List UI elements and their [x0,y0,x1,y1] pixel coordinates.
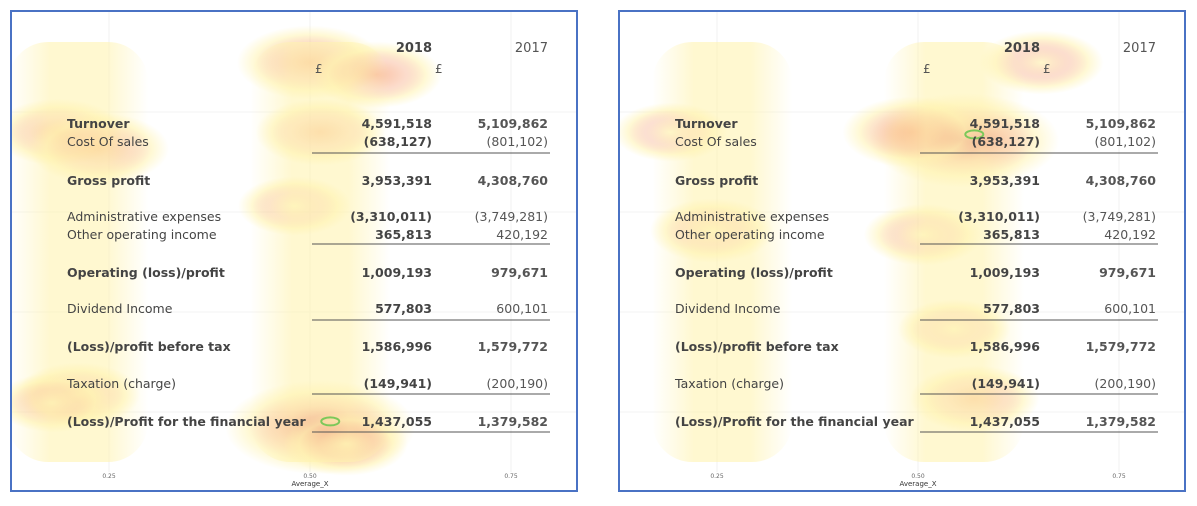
value-2017: 600,101 [1104,301,1156,316]
row-label: Operating (loss)/profit [67,265,225,280]
value-2017: 5,109,862 [1086,116,1156,131]
value-2017: 4,308,760 [478,173,549,188]
value-2018: (3,310,011) [350,209,432,224]
row-label: Taxation (charge) [66,376,176,391]
x-axis: 0.25 0.50 0.75 Average_X [710,473,1126,488]
peak-contour [320,416,341,427]
row-label: Other operating income [675,227,825,242]
heat-layer [12,25,442,476]
heatmap-panel-right: 2018 2017 £ £ Turnover 4,591,518 5,109,862 Cost… [618,10,1186,492]
value-2018: 3,953,391 [362,173,432,188]
value-2017: 420,192 [1104,227,1156,242]
x-tick-label: 0.25 [710,473,724,480]
heat-wash [250,42,391,462]
row-label: Dividend Income [675,301,781,316]
value-2018: 4,591,518 [362,116,432,131]
financial-table: 2018 2017 £ £ Turnover 4,591,518 5,109,862 Cost… [66,41,550,433]
row-label: Administrative expenses [675,209,829,224]
heat-layer [620,30,1104,462]
x-tick-label: 0.50 [911,473,925,480]
row-label: Cost Of sales [67,134,149,149]
value-2017: 1,579,772 [1086,339,1156,354]
heat-wash [12,42,149,462]
value-2018: 1,009,193 [362,265,432,280]
heatmap-chart-left: 2018 2017 £ £ Turnover 4,591,518 5,109,862 Cost… [12,12,576,488]
value-2017: 979,671 [491,265,548,280]
heatmap-panel-left: 2018 2017 £ £ Turnover 4,591,518 5,109,862 Cost… [10,10,578,492]
x-tick-label: 0.75 [504,473,518,480]
row-label: Operating (loss)/profit [675,265,833,280]
value-2018: 1,437,055 [970,414,1040,429]
value-2017: 1,379,582 [478,414,548,429]
heatmap-chart-right: 2018 2017 £ £ Turnover 4,591,518 5,109,862 Cost… [620,12,1184,488]
value-2017: (200,190) [1095,376,1156,391]
column-header-2018: 2018 [1004,41,1040,56]
x-tick-label: 0.75 [1112,473,1126,480]
value-2017: (801,102) [487,134,548,149]
value-2017: (801,102) [1095,134,1156,149]
value-2018: (3,310,011) [958,209,1040,224]
row-label: Gross profit [675,173,758,188]
row-label: (Loss)/Profit for the financial year [675,414,915,429]
value-2017: (200,190) [487,376,548,391]
row-label: Taxation (charge) [674,376,784,391]
financial-table: 2018 2017 £ £ Turnover 4,591,518 5,109,862 Cost… [674,41,1158,433]
value-2017: 979,671 [1099,265,1156,280]
value-2017: 5,109,862 [478,116,548,131]
row-label: Gross profit [67,173,150,188]
x-tick-label: 0.50 [303,473,317,480]
column-header-2018: 2018 [396,41,432,56]
value-2018: 577,803 [983,301,1040,316]
value-2017: 600,101 [496,301,548,316]
value-2018: 365,813 [983,227,1040,242]
row-label: (Loss)/profit before tax [67,339,231,354]
value-2018: 577,803 [375,301,432,316]
value-2018: (149,941) [364,376,432,391]
value-2017: 1,579,772 [478,339,548,354]
peak-contour [964,129,985,140]
value-2018: 4,591,518 [970,116,1040,131]
row-label: (Loss)/Profit for the financial year [67,414,307,429]
row-label: (Loss)/profit before tax [675,339,839,354]
row-label: Dividend Income [67,301,173,316]
x-tick-label: 0.25 [102,473,116,480]
value-2018: 3,953,391 [970,173,1040,188]
value-2017: 420,192 [496,227,548,242]
value-2017: (3,749,281) [1083,209,1156,224]
value-2017: 1,379,582 [1086,414,1156,429]
value-2018: 1,586,996 [362,339,433,354]
currency-symbol: £ [315,62,323,76]
currency-symbol: £ [923,62,931,76]
x-axis-label: Average_X [291,480,328,488]
heat-wash [884,42,1024,462]
x-axis: 0.25 0.50 0.75 Average_X [102,473,518,488]
row-label: Administrative expenses [67,209,221,224]
heat-wash [652,42,793,462]
x-axis-label: Average_X [899,480,936,488]
value-2018: (638,127) [972,134,1040,149]
value-2017: 4,308,760 [1086,173,1157,188]
row-label: Cost Of sales [675,134,757,149]
value-2017: (3,749,281) [475,209,548,224]
row-label: Turnover [67,116,130,131]
currency-symbol: £ [1043,62,1051,76]
value-2018: 1,009,193 [970,265,1040,280]
value-2018: (149,941) [972,376,1040,391]
row-label: Turnover [675,116,738,131]
row-label: Other operating income [67,227,217,242]
value-2018: 1,586,996 [970,339,1041,354]
value-2018: (638,127) [364,134,432,149]
column-header-2017: 2017 [1123,41,1156,56]
currency-symbol: £ [435,62,443,76]
value-2018: 1,437,055 [362,414,432,429]
value-2018: 365,813 [375,227,432,242]
column-header-2017: 2017 [515,41,548,56]
